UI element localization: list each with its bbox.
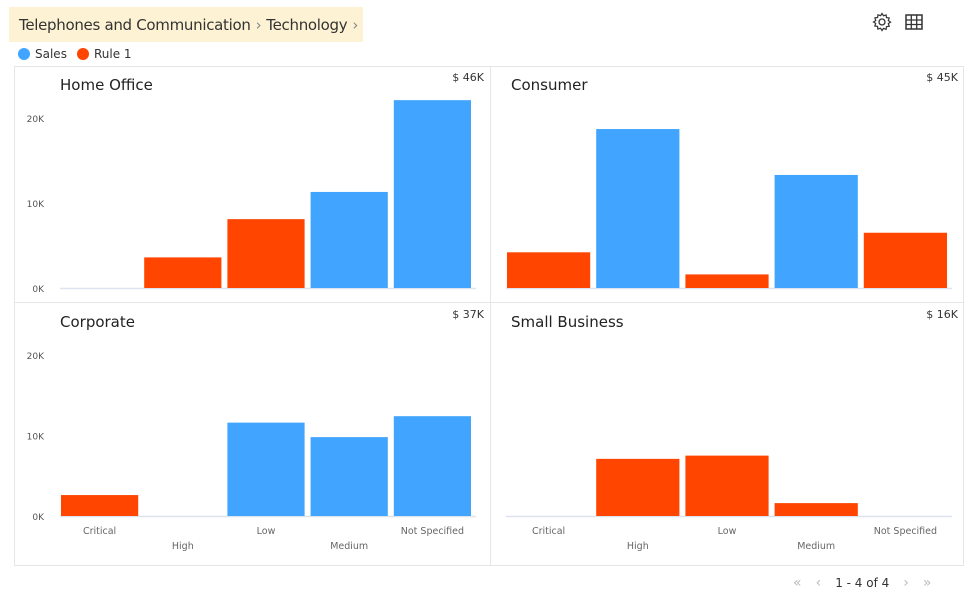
y-tick-label: 20K bbox=[27, 115, 45, 125]
x-tick-label: Not Specified bbox=[401, 526, 464, 537]
panel-consumer: Consumer $ 45K bbox=[490, 66, 964, 302]
panel-total: $ 45K bbox=[926, 71, 958, 84]
bar-high bbox=[144, 257, 222, 288]
x-tick-label: Not Specified bbox=[874, 526, 937, 537]
bar-critical bbox=[61, 495, 139, 516]
legend-item-rule[interactable]: Rule 1 bbox=[76, 47, 132, 61]
bar-low bbox=[227, 219, 305, 288]
chevron-right-icon: › bbox=[352, 15, 359, 34]
bar-low bbox=[685, 455, 769, 516]
bar-chart: Critical High Low Medium Not Specified bbox=[506, 455, 952, 552]
x-tick-label: High bbox=[627, 541, 649, 552]
y-tick-label: 0K bbox=[32, 513, 45, 523]
first-page-icon[interactable]: « bbox=[793, 575, 802, 591]
legend: Sales Rule 1 bbox=[18, 47, 132, 61]
chevron-right-icon: › bbox=[255, 15, 262, 34]
x-tick-label: Medium bbox=[330, 541, 368, 552]
bar-high bbox=[596, 129, 680, 288]
y-tick-label: 0K bbox=[32, 285, 45, 295]
legend-swatch bbox=[18, 48, 30, 60]
legend-swatch bbox=[76, 48, 89, 60]
next-page-icon[interactable]: › bbox=[903, 575, 909, 591]
x-tick-label: Critical bbox=[83, 526, 116, 537]
bar-not-specified bbox=[863, 232, 947, 288]
pager: « ‹ 1 - 4 of 4 › » bbox=[793, 575, 931, 591]
bar-medium bbox=[774, 503, 858, 516]
bar-chart: 0K 10K 20K bbox=[27, 100, 476, 295]
bar-chart bbox=[506, 129, 952, 290]
bar-chart: 0K 10K 20K Critical High Low Medium Not Specifi… bbox=[27, 352, 476, 552]
small-multiples-grid bbox=[14, 66, 964, 566]
panel-total: $ 37K bbox=[452, 308, 484, 321]
prev-page-icon[interactable]: ‹ bbox=[815, 575, 822, 591]
panel-corporate: Corporate $ 37K 0K 10K 20K Critical High Low Med… bbox=[14, 302, 490, 566]
legend-item-sales[interactable]: Sales bbox=[18, 47, 67, 61]
x-tick-label: Low bbox=[718, 526, 737, 537]
breadcrumb-item[interactable]: Technology bbox=[266, 15, 348, 34]
breadcrumb: Telephones and Communication › Technology… bbox=[9, 7, 363, 42]
y-tick-label: 20K bbox=[27, 352, 45, 362]
bar-low bbox=[685, 274, 769, 288]
x-tick-label: High bbox=[172, 541, 194, 552]
bar-critical bbox=[507, 252, 591, 288]
panel-total: $ 46K bbox=[452, 71, 484, 84]
last-page-icon[interactable]: » bbox=[922, 575, 932, 591]
y-tick-label: 10K bbox=[27, 433, 45, 443]
page-indicator: 1 - 4 of 4 bbox=[835, 576, 890, 590]
panel-home-office: Home Office $ 46K 0K 10K 20K bbox=[14, 66, 490, 302]
y-tick-label: 10K bbox=[27, 200, 45, 210]
breadcrumb-item[interactable]: Telephones and Communication bbox=[19, 15, 251, 34]
bar-high bbox=[596, 458, 680, 516]
bar-low bbox=[227, 422, 305, 516]
x-tick-label: Low bbox=[257, 526, 276, 537]
bar-not-specified bbox=[393, 416, 471, 516]
x-tick-label: Critical bbox=[532, 526, 565, 537]
table-grid-icon[interactable] bbox=[904, 12, 924, 32]
x-tick-label: Medium bbox=[797, 541, 835, 552]
bar-not-specified bbox=[393, 100, 471, 289]
bar-medium bbox=[310, 191, 388, 288]
panel-total: $ 16K bbox=[926, 308, 958, 321]
panel-title: Home Office bbox=[60, 76, 153, 94]
bar-medium bbox=[310, 437, 388, 516]
panel-small-business: Small Business $ 16K Critical High Low Medium… bbox=[490, 302, 964, 566]
panel-title: Consumer bbox=[511, 76, 588, 94]
panel-title: Small Business bbox=[511, 313, 624, 331]
panel-title: Corporate bbox=[60, 313, 135, 331]
bar-medium bbox=[774, 174, 858, 288]
gear-icon[interactable] bbox=[872, 12, 892, 32]
